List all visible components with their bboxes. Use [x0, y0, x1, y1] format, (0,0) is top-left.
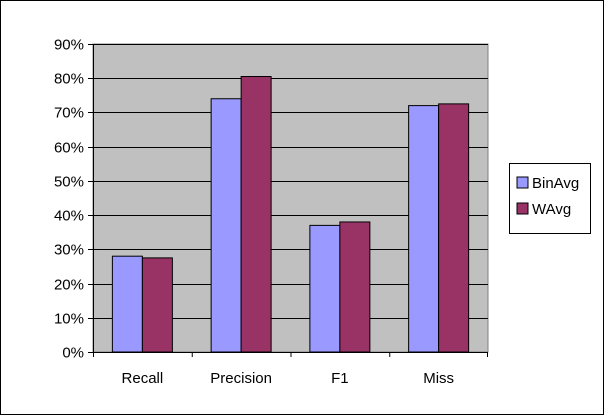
- bar-binavg-recall: [111, 255, 143, 353]
- bar-wavg-miss: [438, 103, 470, 353]
- y-tick-label: 90%: [54, 37, 84, 54]
- axes: [88, 44, 488, 357]
- y-tick-label: 30%: [54, 242, 84, 259]
- x-tick-label: Miss: [423, 370, 454, 387]
- x-tick-labels: Recall Precision F1 Miss: [122, 370, 455, 387]
- bar-binavg-precision: [210, 98, 242, 353]
- bar-wavg-f1: [339, 221, 371, 353]
- x-tick-label: F1: [331, 370, 349, 387]
- legend-label: BinAvg: [532, 175, 579, 192]
- y-tick-label: 10%: [54, 311, 84, 328]
- x-tick-label: Precision: [210, 370, 272, 387]
- bar-binavg-f1: [309, 224, 341, 353]
- y-tick-label: 20%: [54, 277, 84, 294]
- y-tick-label: 80%: [54, 71, 84, 88]
- legend-swatch: [516, 202, 529, 215]
- bars: [111, 76, 470, 353]
- bar-binavg-miss: [408, 105, 440, 353]
- legend-swatch: [516, 176, 529, 189]
- legend-box: [509, 163, 591, 234]
- y-tick-labels: 0% 10% 20% 30% 40% 50% 60% 70% 80% 90%: [54, 37, 84, 362]
- y-tick-label: 70%: [54, 105, 84, 122]
- y-tick-label: 0%: [62, 345, 84, 362]
- legend-label: WAvg: [532, 201, 571, 218]
- x-tick-label: Recall: [122, 370, 164, 387]
- legend: BinAvg WAvg: [509, 163, 591, 234]
- bar-wavg-precision: [240, 76, 272, 353]
- y-tick-label: 60%: [54, 140, 84, 157]
- bar-wavg-recall: [141, 257, 173, 353]
- y-tick-label: 40%: [54, 208, 84, 225]
- y-tick-label: 50%: [54, 174, 84, 191]
